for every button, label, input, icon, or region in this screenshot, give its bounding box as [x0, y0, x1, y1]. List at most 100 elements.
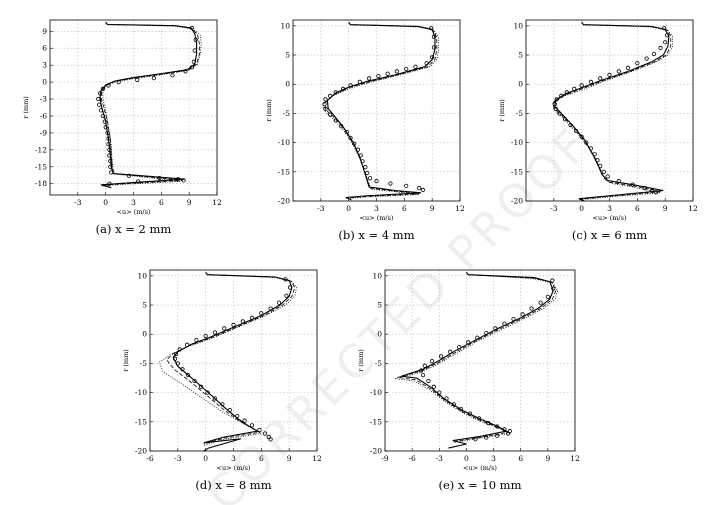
data-marker	[192, 48, 197, 53]
data-marker	[448, 349, 453, 354]
data-marker	[457, 344, 462, 350]
data-marker	[126, 173, 131, 178]
data-marker	[339, 124, 344, 129]
data-marker	[102, 119, 107, 124]
data-marker	[340, 86, 346, 92]
data-marker	[100, 86, 105, 91]
data-marker	[385, 71, 390, 76]
x-tick-label: -3	[74, 198, 82, 207]
data-marker	[635, 61, 640, 66]
y-tick-label: -10	[135, 388, 147, 397]
y-tick-label: -15	[511, 167, 523, 176]
panel-caption: (e) x = 10 mm	[439, 478, 522, 492]
data-marker	[212, 330, 218, 335]
data-marker	[551, 286, 556, 291]
data-marker	[495, 433, 500, 438]
y-tick-label: -18	[35, 179, 47, 188]
data-marker	[437, 390, 442, 395]
y-tick-label: 10	[137, 271, 147, 280]
y-tick-label: -20	[511, 197, 523, 206]
data-marker	[333, 118, 338, 123]
y-tick-label: 0	[377, 330, 382, 339]
data-marker	[323, 106, 328, 111]
y-tick-label: -5	[140, 359, 148, 368]
data-marker	[419, 368, 424, 373]
data-marker	[262, 431, 268, 436]
data-marker	[323, 97, 328, 102]
data-marker	[108, 164, 113, 169]
data-marker	[175, 177, 181, 182]
data-marker	[413, 64, 418, 69]
x-tick-label: 3	[131, 198, 136, 207]
data-marker	[220, 402, 225, 407]
y-tick-label: -15	[278, 167, 290, 176]
x-tick-label: 12	[688, 204, 698, 213]
data-marker	[227, 408, 232, 413]
x-tick-label: 0	[103, 198, 108, 207]
data-marker	[616, 179, 621, 184]
y-axis-label: r (mm)	[265, 99, 273, 122]
data-marker	[222, 326, 227, 331]
data-marker	[276, 300, 282, 305]
data-marker	[193, 37, 198, 42]
x-tick-label: -3	[550, 204, 558, 213]
data-marker	[431, 34, 437, 40]
data-marker	[473, 437, 478, 442]
data-marker	[328, 93, 333, 99]
data-marker	[486, 420, 491, 426]
x-axis-label: <u> (m/s)	[217, 464, 251, 472]
data-marker	[553, 106, 558, 111]
data-marker	[136, 179, 141, 184]
data-marker	[108, 159, 113, 164]
x-tick-label: 12	[455, 204, 465, 213]
data-marker	[598, 163, 603, 169]
x-tick-label: 3	[607, 204, 612, 213]
data-marker	[365, 170, 370, 176]
data-marker	[259, 311, 264, 316]
data-marker	[588, 146, 594, 151]
data-marker	[579, 134, 584, 139]
x-tick-label: -6	[408, 454, 416, 463]
data-marker	[242, 418, 247, 423]
x-tick-label: 9	[187, 198, 192, 207]
series-line-dashed	[100, 22, 200, 186]
data-marker	[476, 416, 482, 421]
data-marker	[562, 117, 568, 122]
data-marker	[194, 337, 199, 343]
data-marker	[404, 66, 409, 72]
data-marker	[348, 83, 353, 88]
x-tick-label: 9	[287, 454, 292, 463]
data-marker	[180, 367, 185, 372]
y-tick-label: 5	[518, 51, 523, 60]
x-tick-label: -6	[146, 454, 154, 463]
y-tick-label: 5	[142, 301, 147, 310]
data-marker	[550, 278, 555, 283]
y-tick-label: 10	[280, 21, 290, 30]
data-marker	[559, 93, 564, 99]
data-marker	[592, 152, 597, 157]
data-marker	[235, 413, 240, 419]
x-tick-label: 9	[545, 454, 550, 463]
data-marker	[366, 76, 372, 81]
panel-c: -3 0 3 6 9 12 -20 -15 -10 -5 0 5 10 <u> (m/s) r (mm) (c…	[498, 19, 698, 242]
x-tick-label: 12	[312, 454, 322, 463]
data-marker	[376, 73, 381, 79]
data-marker	[135, 77, 140, 82]
x-tick-label: 6	[635, 204, 640, 213]
y-tick-label: -15	[35, 162, 47, 171]
data-marker	[360, 159, 365, 164]
data-marker	[579, 83, 584, 88]
data-marker	[630, 182, 635, 187]
y-tick-label: -6	[40, 111, 48, 120]
panel-caption: (d) x = 8 mm	[195, 478, 271, 492]
data-marker	[511, 316, 516, 322]
y-axis-label: r (mm)	[22, 96, 30, 119]
data-marker	[106, 142, 111, 147]
data-marker	[287, 285, 293, 290]
y-tick-label: -5	[516, 109, 524, 118]
series-line-dotted	[101, 22, 202, 187]
data-marker	[151, 76, 157, 81]
data-marker	[607, 72, 612, 77]
y-tick-label: 10	[513, 21, 523, 30]
data-marker	[157, 175, 162, 181]
